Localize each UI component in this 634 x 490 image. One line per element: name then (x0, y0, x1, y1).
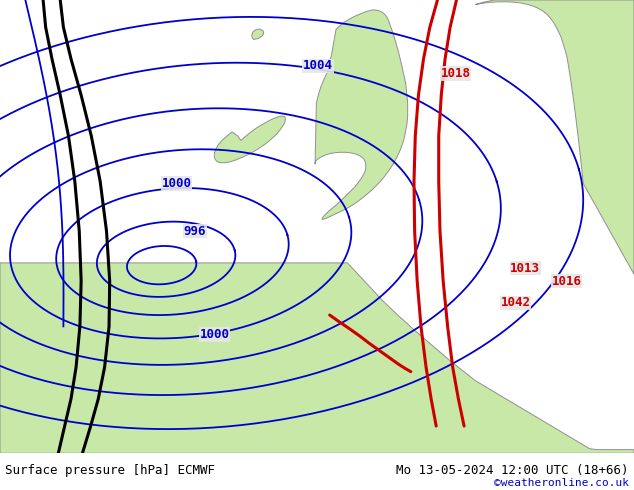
Text: 1018: 1018 (441, 67, 470, 80)
Text: 1000: 1000 (162, 177, 191, 190)
Polygon shape (214, 116, 285, 163)
Polygon shape (0, 263, 634, 453)
Text: 1016: 1016 (552, 274, 581, 288)
Polygon shape (252, 29, 264, 39)
Text: ©weatheronline.co.uk: ©weatheronline.co.uk (494, 478, 629, 488)
Text: Mo 13-05-2024 12:00 UTC (18+66): Mo 13-05-2024 12:00 UTC (18+66) (396, 464, 629, 477)
Text: 1042: 1042 (501, 296, 531, 309)
Polygon shape (315, 10, 408, 220)
Text: 1004: 1004 (303, 59, 333, 72)
Text: 996: 996 (184, 224, 206, 238)
Polygon shape (476, 0, 634, 274)
Text: 1000: 1000 (200, 328, 230, 341)
Text: 1013: 1013 (510, 262, 540, 275)
Text: Surface pressure [hPa] ECMWF: Surface pressure [hPa] ECMWF (5, 464, 215, 477)
